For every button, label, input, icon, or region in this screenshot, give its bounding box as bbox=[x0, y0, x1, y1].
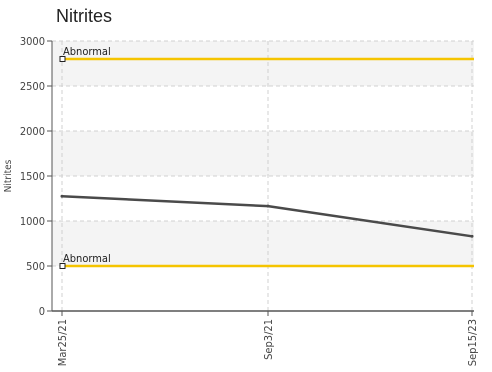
data-point bbox=[60, 194, 64, 198]
data-point bbox=[266, 204, 270, 208]
data-point bbox=[470, 234, 474, 238]
reference-label: Abnormal bbox=[63, 252, 111, 265]
reference-marker bbox=[59, 263, 66, 269]
reference-label: Abnormal bbox=[63, 45, 111, 58]
x-tick-label: Mar25/21 bbox=[56, 319, 69, 366]
grid-band bbox=[52, 221, 474, 266]
y-tick-label: 3000 bbox=[20, 35, 45, 48]
y-tick-label: 2000 bbox=[20, 125, 45, 138]
x-tick-label: Sep3/21 bbox=[262, 319, 275, 360]
reference-marker bbox=[59, 56, 66, 62]
y-tick-label: 2500 bbox=[20, 80, 45, 93]
y-axis-title: Nitrites bbox=[3, 159, 14, 192]
y-tick-label: 0 bbox=[39, 305, 45, 318]
y-tick-label: 1500 bbox=[20, 170, 45, 183]
x-tick-label: Sep15/23 bbox=[466, 319, 479, 366]
chart-title: Nitrites bbox=[56, 6, 113, 26]
grid-band bbox=[52, 41, 474, 86]
y-tick-label: 500 bbox=[26, 260, 45, 273]
grid-band bbox=[52, 131, 474, 176]
y-tick-label: 1000 bbox=[20, 215, 45, 228]
